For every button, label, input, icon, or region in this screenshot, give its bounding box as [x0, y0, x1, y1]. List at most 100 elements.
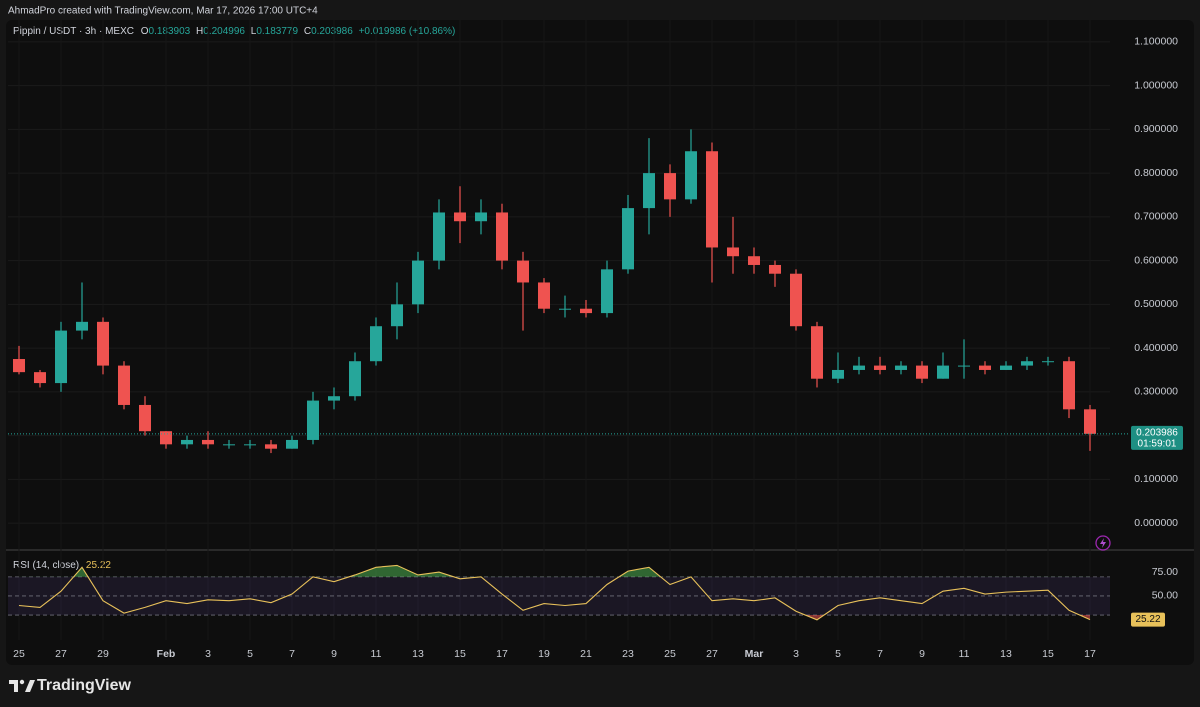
x-tick-label: 5 [247, 648, 253, 660]
candle-body [601, 269, 613, 314]
candle-body [496, 212, 508, 261]
candle-body [139, 404, 151, 432]
x-tick-label: 11 [959, 648, 970, 660]
watermark: AhmadPro created with TradingView.com, M… [8, 6, 318, 17]
y-tick-label: 75.00 [1152, 566, 1178, 578]
y-tick-label: 0.400000 [1134, 342, 1178, 354]
candle-body [958, 365, 970, 367]
chart-area [6, 20, 1194, 665]
candle-body [370, 326, 382, 362]
y-tick-label: 1.100000 [1134, 36, 1178, 48]
y-tick-label: 0.100000 [1134, 473, 1178, 485]
x-tick-label: 15 [1042, 648, 1054, 660]
brand: TradingView [37, 677, 132, 694]
candle-body [223, 444, 235, 446]
last-price-label: 0.203986 [1136, 427, 1178, 438]
candle-body [664, 173, 676, 200]
y-tick-label: 0.000000 [1134, 517, 1178, 529]
x-tick-label: 29 [97, 648, 109, 660]
legend: Pippin / USDT · 3h · MEXC O0.183903 H0.2… [13, 26, 455, 37]
ohlc-value: 0.203986 [311, 26, 353, 37]
candle-body [853, 365, 865, 370]
x-tick-label: 27 [706, 648, 718, 660]
candle-body [1042, 361, 1054, 363]
y-tick-label: 50.00 [1152, 590, 1178, 602]
x-tick-label: 13 [412, 648, 424, 660]
symbol: Pippin / USDT · 3h · MEXC [13, 26, 134, 37]
candle-body [13, 359, 25, 373]
candle-body [286, 439, 298, 449]
candle-body [433, 212, 445, 261]
candle-body [706, 151, 718, 248]
candle-body [160, 431, 172, 445]
x-tick-label: 21 [580, 648, 592, 660]
x-tick-label: 11 [371, 648, 382, 660]
candle-body [1063, 361, 1075, 410]
candle-body [979, 365, 991, 370]
ohlc-label: C [304, 26, 311, 37]
x-tick-label: 25 [664, 648, 676, 660]
last-price-badge [1131, 425, 1183, 450]
candle-body [643, 173, 655, 209]
rsi-badge-label: 25.22 [1135, 614, 1160, 625]
candle-body [1000, 365, 1012, 370]
candle-body [769, 264, 781, 274]
candle-body [202, 439, 214, 445]
rsi-title: RSI (14, close) [13, 560, 79, 571]
candle-body [475, 212, 487, 222]
candle-body [685, 151, 697, 200]
ohlc-value: 0.183779 [256, 26, 298, 37]
candle-body [727, 247, 739, 257]
x-tick-label: 13 [1000, 648, 1012, 660]
x-tick-label: 5 [835, 648, 841, 660]
y-tick-label: 0.900000 [1134, 123, 1178, 135]
y-tick-label: 0.700000 [1134, 211, 1178, 223]
rsi-overbought-fill [73, 565, 661, 577]
candle-body [622, 208, 634, 270]
x-tick-label: 3 [793, 648, 799, 660]
x-tick-label: 19 [538, 648, 550, 660]
candle-body [937, 365, 949, 379]
candle-body [580, 308, 592, 314]
x-tick-label: 9 [919, 648, 925, 660]
candle-body [811, 326, 823, 379]
rsi-band [8, 576, 1110, 616]
candle-body [76, 321, 88, 331]
rsi-value: 25.22 [86, 560, 111, 571]
alert-icon[interactable] [1095, 535, 1111, 551]
x-tick-label: Mar [745, 648, 764, 660]
ohlc-label: L [251, 26, 257, 37]
ohlc-label: H [196, 26, 203, 37]
candle-body [97, 321, 109, 366]
y-tick-label: 0.600000 [1134, 254, 1178, 266]
candle-body [391, 304, 403, 327]
x-tick-label: 25 [13, 648, 25, 660]
candle-body [34, 372, 46, 384]
x-tick-label: 7 [877, 648, 883, 660]
brand-logo: TradingView [9, 677, 132, 694]
y-tick-label: 0.500000 [1134, 298, 1178, 310]
rsi-legend: RSI (14, close) 25.22 [13, 560, 111, 571]
candle-body [244, 444, 256, 446]
alert-bolt [1100, 538, 1106, 548]
candle-body [517, 260, 529, 283]
candle-body [307, 400, 319, 440]
candle-body [559, 308, 571, 310]
x-tick-label: 27 [55, 648, 67, 660]
y-tick-label: 1.000000 [1134, 79, 1178, 91]
x-tick-label: 3 [205, 648, 211, 660]
candle-body [832, 369, 844, 379]
x-tick-label: Feb [157, 648, 176, 660]
ohlc-label: O [141, 26, 149, 37]
candle-body [538, 282, 550, 309]
candle-body [874, 365, 886, 370]
rsi-line [18, 564, 1091, 621]
candle-body [328, 396, 340, 401]
candle-body [265, 444, 277, 449]
countdown: 01:59:01 [1138, 438, 1177, 449]
rsi-badge [1131, 612, 1165, 627]
change: +0.019986 (+10.86%) [359, 26, 456, 37]
y-tick-label: 0.300000 [1134, 386, 1178, 398]
candle-body [748, 256, 760, 265]
